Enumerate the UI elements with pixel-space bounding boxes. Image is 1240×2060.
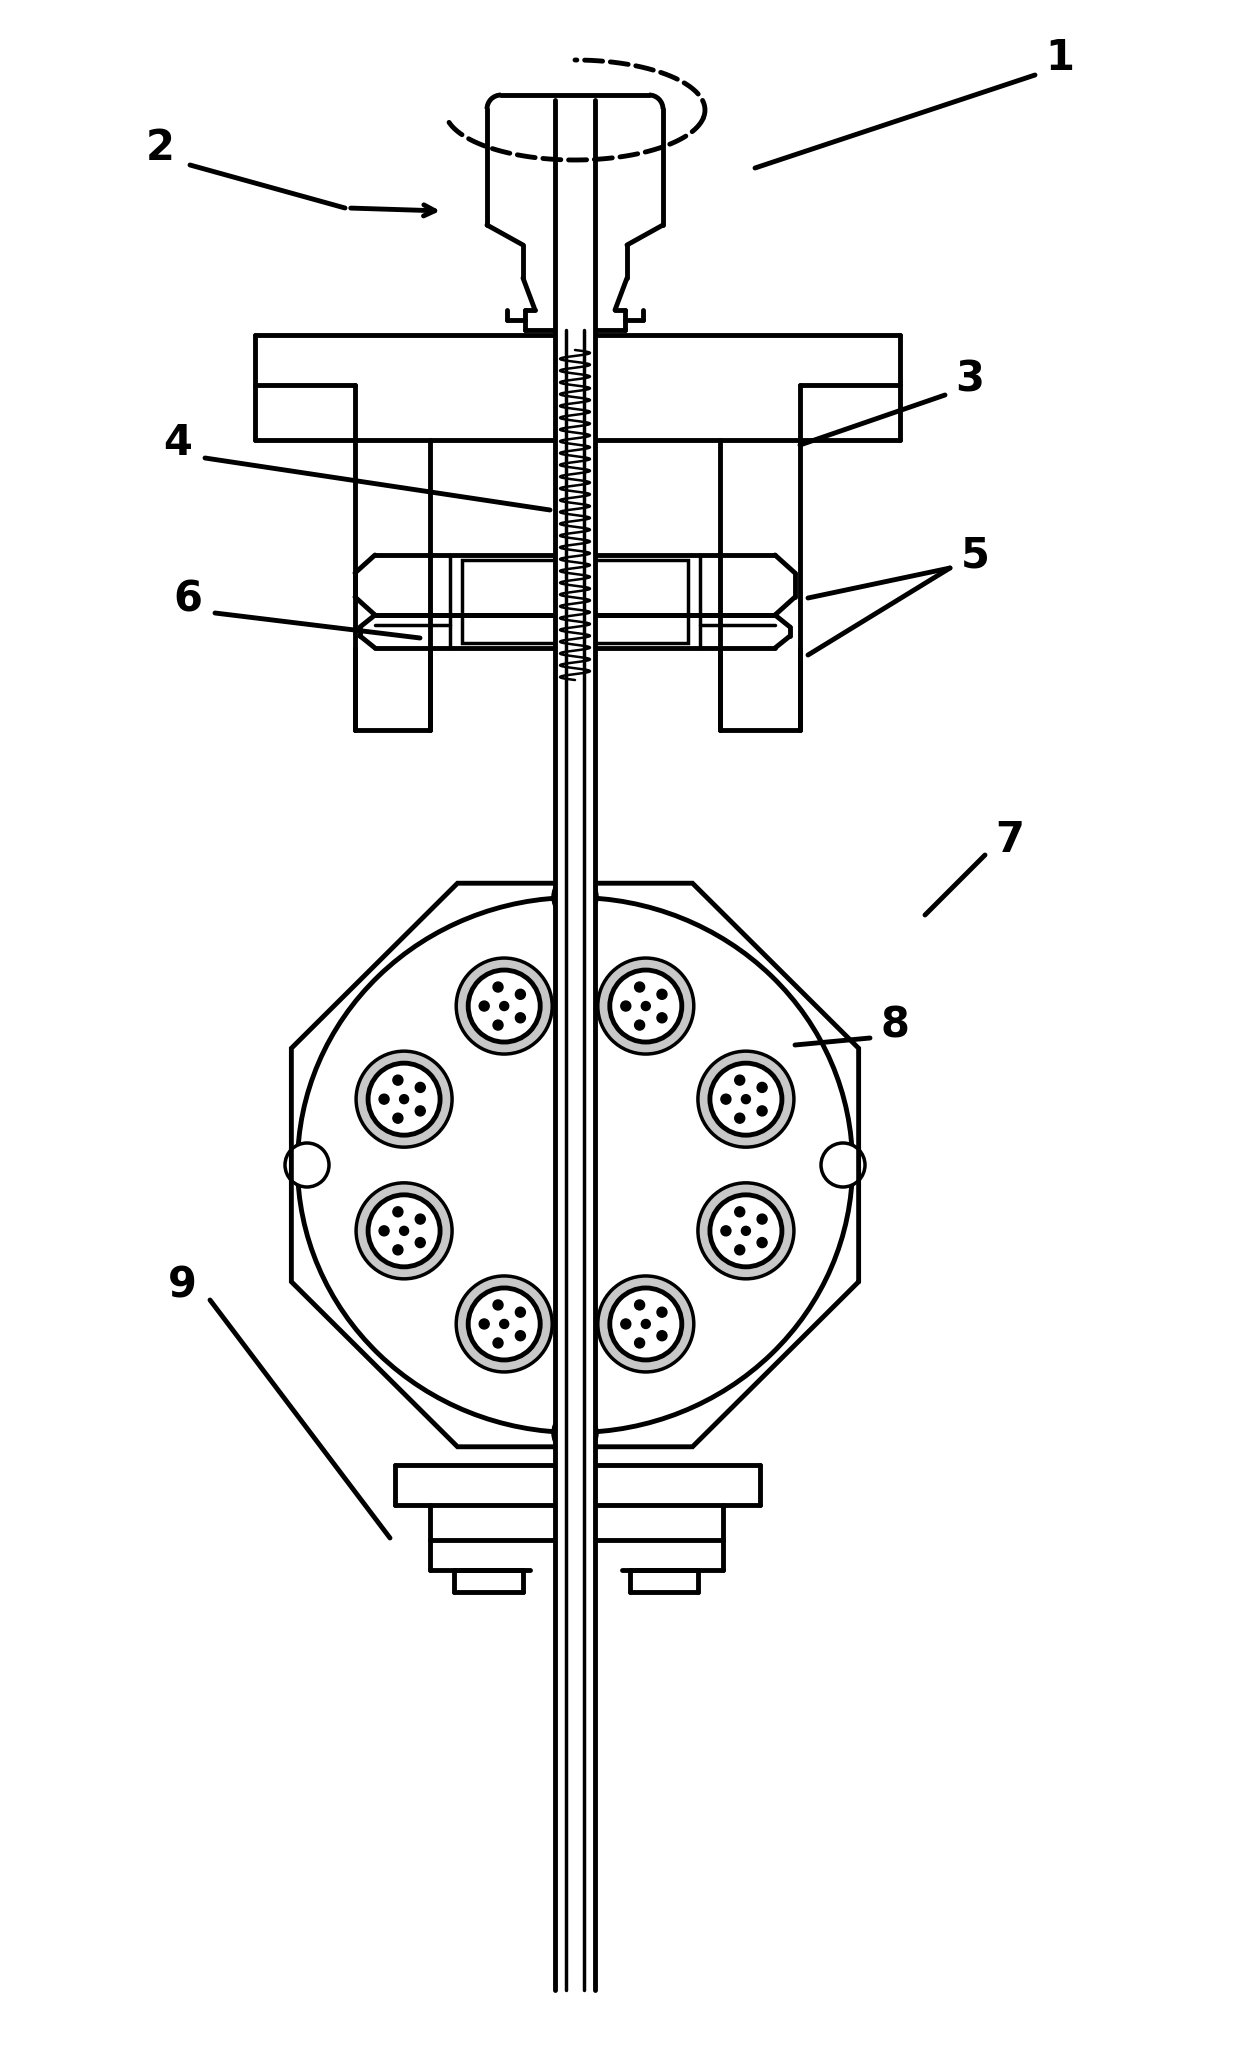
Circle shape	[494, 1020, 503, 1030]
Circle shape	[393, 1207, 403, 1217]
Circle shape	[742, 1094, 750, 1104]
Bar	[463, 560, 688, 643]
Circle shape	[285, 1143, 329, 1187]
Circle shape	[356, 1051, 453, 1147]
Circle shape	[735, 1075, 745, 1086]
Bar	[490, 99, 660, 328]
Bar	[556, 101, 595, 1969]
Circle shape	[415, 1238, 425, 1248]
Circle shape	[456, 958, 552, 1055]
Circle shape	[720, 1226, 730, 1236]
Text: 1: 1	[1045, 37, 1075, 78]
Circle shape	[379, 1226, 389, 1236]
Circle shape	[657, 1308, 667, 1316]
Circle shape	[635, 983, 645, 993]
Circle shape	[415, 1213, 425, 1224]
Circle shape	[735, 1207, 745, 1217]
Text: 8: 8	[880, 1003, 909, 1046]
Circle shape	[368, 1195, 440, 1267]
Text: 5: 5	[961, 534, 990, 577]
Text: 4: 4	[164, 422, 192, 464]
Text: 6: 6	[174, 579, 202, 620]
Circle shape	[415, 1106, 425, 1117]
Text: 2: 2	[145, 128, 175, 169]
Circle shape	[494, 983, 503, 993]
Circle shape	[635, 1300, 645, 1310]
Circle shape	[711, 1063, 782, 1135]
Bar	[720, 441, 800, 729]
Circle shape	[399, 1226, 409, 1236]
Bar	[396, 1465, 760, 1506]
Circle shape	[415, 1082, 425, 1092]
Circle shape	[500, 1001, 508, 1011]
Circle shape	[516, 1014, 526, 1024]
Circle shape	[479, 1001, 490, 1011]
Circle shape	[379, 1094, 389, 1104]
Bar	[556, 101, 595, 1969]
Circle shape	[635, 1339, 645, 1347]
Circle shape	[711, 1195, 782, 1267]
Bar	[355, 649, 430, 729]
Polygon shape	[291, 884, 858, 1446]
Text: 7: 7	[996, 820, 1024, 861]
Circle shape	[742, 1226, 750, 1236]
Circle shape	[610, 1288, 682, 1360]
Circle shape	[553, 876, 596, 919]
Circle shape	[393, 1244, 403, 1255]
Circle shape	[735, 1112, 745, 1123]
Circle shape	[698, 1051, 794, 1147]
Circle shape	[641, 1320, 650, 1329]
Bar	[430, 1506, 723, 1541]
Bar	[374, 554, 775, 616]
Bar	[630, 1570, 698, 1592]
Circle shape	[553, 1411, 596, 1454]
Circle shape	[735, 1244, 745, 1255]
Circle shape	[621, 1318, 631, 1329]
Circle shape	[657, 989, 667, 999]
Circle shape	[500, 1320, 508, 1329]
Circle shape	[516, 1331, 526, 1341]
Bar	[374, 616, 775, 649]
Circle shape	[821, 1143, 866, 1187]
Circle shape	[356, 1182, 453, 1279]
Circle shape	[516, 989, 526, 999]
Circle shape	[479, 1318, 490, 1329]
Circle shape	[657, 1014, 667, 1024]
Bar	[255, 336, 900, 441]
Circle shape	[598, 1275, 694, 1372]
Bar	[720, 649, 800, 729]
Circle shape	[720, 1094, 730, 1104]
Circle shape	[456, 1275, 552, 1372]
Circle shape	[469, 970, 541, 1042]
Bar	[622, 1541, 723, 1570]
Circle shape	[399, 1094, 409, 1104]
Text: 9: 9	[167, 1265, 196, 1306]
Circle shape	[758, 1106, 768, 1117]
Circle shape	[635, 1020, 645, 1030]
Bar	[355, 441, 430, 729]
Circle shape	[469, 1288, 541, 1360]
Text: 3: 3	[956, 358, 985, 402]
Circle shape	[758, 1213, 768, 1224]
Circle shape	[758, 1238, 768, 1248]
Circle shape	[516, 1308, 526, 1316]
Circle shape	[610, 970, 682, 1042]
Circle shape	[393, 1112, 403, 1123]
Circle shape	[598, 958, 694, 1055]
Bar	[430, 1541, 529, 1570]
Circle shape	[494, 1300, 503, 1310]
Circle shape	[641, 1001, 650, 1011]
Bar	[454, 1570, 523, 1592]
Circle shape	[621, 1001, 631, 1011]
Circle shape	[494, 1339, 503, 1347]
Ellipse shape	[298, 898, 853, 1432]
Circle shape	[758, 1082, 768, 1092]
Circle shape	[393, 1075, 403, 1086]
Circle shape	[698, 1182, 794, 1279]
Circle shape	[657, 1331, 667, 1341]
Circle shape	[368, 1063, 440, 1135]
